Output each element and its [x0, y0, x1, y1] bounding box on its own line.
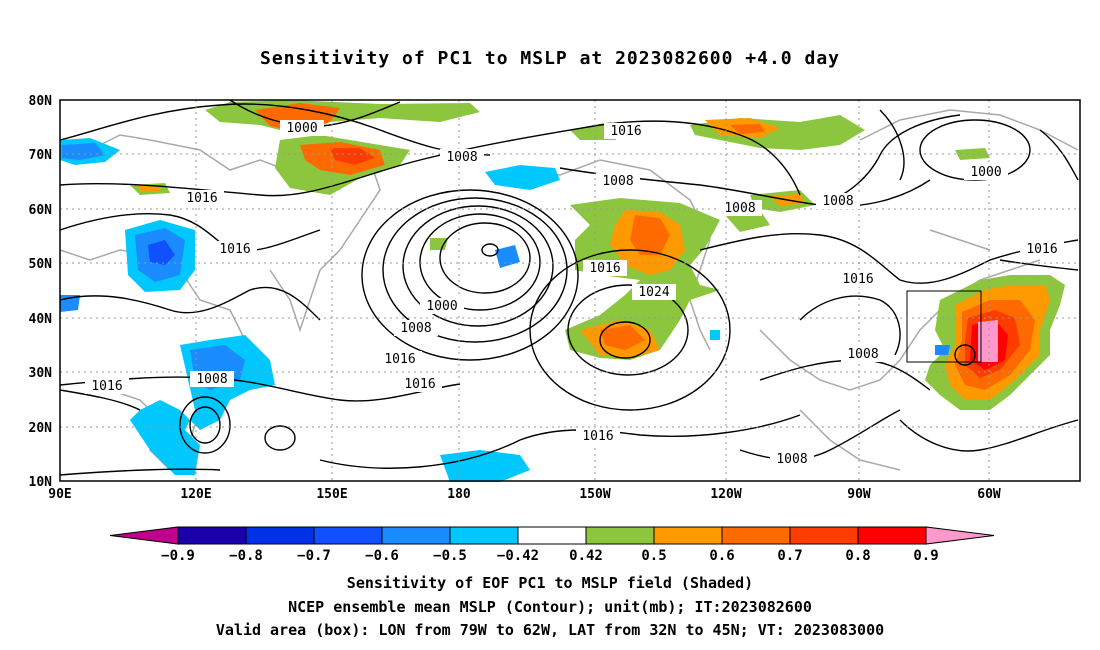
contour-label: 1008	[400, 321, 431, 336]
contour-label: 1008	[776, 452, 807, 467]
lon-labels: 90E 120E 150E 180 150W 120W 90W 60W	[48, 487, 1001, 502]
lon-label: 180	[447, 487, 471, 502]
lon-label: 90E	[48, 487, 71, 502]
colorbar-high-end	[925, 526, 995, 545]
colorbar: −0.9 −0.8 −0.7 −0.6 −0.5 −0.42 0.42 0.5 0.6 0.7 0.…	[109, 526, 995, 564]
colorbar-cell	[721, 526, 791, 545]
map-frame	[59, 99, 1081, 482]
colorbar-low-end	[109, 526, 179, 545]
contour-label: 1008	[446, 150, 477, 165]
lat-label: 80N	[29, 94, 53, 109]
colorbar-label: −0.42	[497, 548, 539, 564]
contour-label: 1016	[404, 377, 435, 392]
contour-label: 1016	[582, 429, 613, 444]
lat-label: 20N	[29, 421, 53, 436]
lon-label: 150W	[579, 487, 610, 502]
caption-line-3: Valid area (box): LON from 79W to 62W, L…	[215, 621, 885, 639]
lat-label: 50N	[29, 257, 53, 272]
colorbar-cell	[449, 526, 519, 545]
colorbar-cell	[789, 526, 859, 545]
lat-label: 40N	[29, 312, 53, 327]
colorbar-label: 0.9	[913, 548, 938, 564]
contour-label: 1016	[219, 242, 250, 257]
contour-label: 1000	[286, 121, 317, 136]
lon-label: 120E	[180, 487, 211, 502]
colorbar-label: −0.6	[365, 548, 399, 564]
colorbar-cell	[245, 526, 315, 545]
colorbar-label: −0.7	[297, 548, 331, 564]
contour-label: 1016	[91, 379, 122, 394]
map-title: Sensitivity of PC1 to MSLP at 2023082600…	[259, 48, 840, 69]
valid-area-box	[906, 290, 982, 363]
contour-label: 1016	[1026, 242, 1057, 257]
colorbar-label: −0.9	[161, 548, 195, 564]
contour-label: 1008	[196, 372, 227, 387]
caption-line-1: Sensitivity of EOF PC1 to MSLP field (Sh…	[346, 574, 754, 592]
contour-label: 1016	[186, 191, 217, 206]
colorbar-cell	[313, 526, 383, 545]
lat-label: 30N	[29, 366, 53, 381]
shaded-regions	[60, 100, 1065, 482]
lat-label: 10N	[29, 475, 53, 490]
lat-label: 60N	[29, 203, 53, 218]
colorbar-cell	[381, 526, 451, 545]
colorbar-label: 0.5	[641, 548, 666, 564]
colorbar-label: −0.5	[433, 548, 467, 564]
contour-label: 1024	[638, 285, 669, 300]
colorbar-cell	[653, 526, 723, 545]
caption-line-2: NCEP ensemble mean MSLP (Contour); unit(…	[288, 598, 812, 616]
colorbar-label: 0.6	[709, 548, 734, 564]
contour-label: 1008	[847, 347, 878, 362]
lat-label: 70N	[29, 148, 53, 163]
colorbar-cell	[857, 526, 927, 545]
contour-label: 1016	[842, 272, 873, 287]
contour-label: 1016	[610, 124, 641, 139]
colorbar-label: −0.8	[229, 548, 263, 564]
colorbar-cell	[517, 526, 587, 545]
contour-label: 1016	[384, 352, 415, 367]
contour-label: 1008	[602, 174, 633, 189]
colorbar-cell	[585, 526, 655, 545]
contour-label: 1008	[822, 194, 853, 209]
lon-label: 150E	[316, 487, 347, 502]
lat-labels: 80N 70N 60N 50N 40N 30N 20N 10N	[29, 94, 53, 490]
colorbar-label: 0.8	[845, 548, 870, 564]
colorbar-cell	[177, 526, 247, 545]
colorbar-label: 0.42	[569, 548, 603, 564]
contour-label: 1000	[426, 299, 457, 314]
contour-label: 1000	[970, 165, 1001, 180]
contour-labels: 1000 1008 1016 1016 1008 1016 1008 1016 …	[85, 120, 1064, 467]
lon-label: 90W	[847, 487, 871, 502]
lon-label: 60W	[977, 487, 1001, 502]
contour-label: 1016	[589, 261, 620, 276]
colorbar-label: 0.7	[777, 548, 802, 564]
lon-label: 120W	[710, 487, 741, 502]
contour-label: 1008	[724, 201, 755, 216]
